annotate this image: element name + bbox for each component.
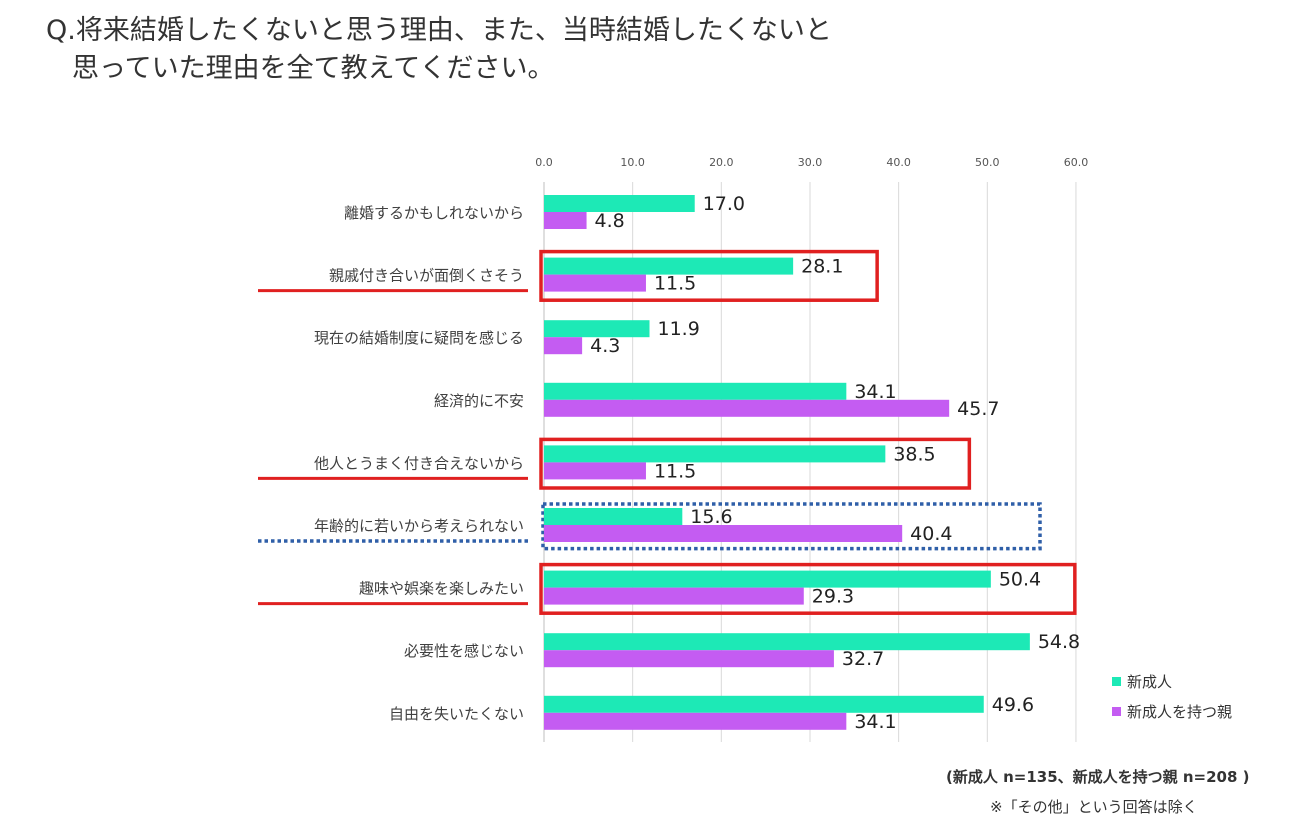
- chart-legend: 新成人 新成人を持つ親: [1112, 666, 1232, 726]
- highlight-box: [539, 562, 1077, 615]
- data-label-series-2: 29.3: [812, 586, 854, 608]
- data-label-series-2: 4.8: [595, 210, 625, 232]
- x-tick-label: 20.0: [709, 156, 734, 169]
- bar-series-2: [544, 650, 834, 668]
- bar-series-1: [544, 257, 794, 275]
- data-label-series-2: 11.5: [654, 460, 696, 482]
- x-tick-label: 50.0: [975, 156, 1000, 169]
- legend-label-series-1: 新成人: [1127, 672, 1173, 691]
- data-label-series-1: 11.9: [658, 318, 700, 340]
- sample-size-note: (新成人 n=135、新成人を持つ親 n=208 ): [946, 768, 1250, 786]
- data-label-series-1: 15.6: [690, 506, 732, 528]
- question-title: Q.将来結婚したくないと思う理由、また、当時結婚したくないと 思っていた理由を全…: [46, 12, 832, 88]
- x-tick-label: 60.0: [1064, 156, 1089, 169]
- x-tick-label: 0.0: [535, 156, 553, 169]
- category-label: 親戚付き合いが面倒くさそう: [329, 267, 524, 285]
- bar-series-2: [544, 212, 587, 229]
- category-label: 趣味や娯楽を楽しみたい: [359, 580, 524, 598]
- category-label: 経済的に不安: [434, 392, 524, 410]
- bar-series-1: [544, 382, 847, 400]
- data-label-series-1: 38.5: [893, 443, 935, 465]
- data-label-series-1: 17.0: [703, 193, 745, 215]
- data-label-series-1: 50.4: [999, 569, 1041, 591]
- data-label-series-2: 45.7: [957, 398, 999, 420]
- bar-series-1: [544, 695, 984, 713]
- category-label: 自由を失いたくない: [389, 705, 524, 723]
- bar-series-2: [544, 587, 804, 605]
- bar-series-1: [544, 195, 695, 212]
- bar-series-2: [544, 274, 646, 292]
- x-tick-label: 40.0: [886, 156, 911, 169]
- category-label: 必要性を感じない: [404, 642, 524, 660]
- bar-series-1: [544, 320, 650, 338]
- legend-item-series-1: 新成人: [1112, 666, 1232, 696]
- legend-swatch-series-1: [1112, 676, 1121, 686]
- category-label: 離婚するかもしれないから: [344, 204, 524, 222]
- data-label-series-2: 11.5: [654, 273, 696, 295]
- legend-label-series-2: 新成人を持つ親: [1127, 702, 1233, 721]
- highlight-box: [539, 249, 879, 302]
- bar-series-1: [544, 570, 991, 588]
- exclusion-note: ※「その他」という回答は除く: [990, 798, 1198, 816]
- bar-series-2: [544, 337, 583, 355]
- bar-series-2: [544, 525, 903, 542]
- bar-series-1: [544, 633, 1030, 651]
- bar-series-2: [544, 399, 950, 417]
- bar-series-2: [544, 462, 646, 480]
- bar-series-2: [544, 712, 847, 730]
- category-label: 他人とうまく付き合えないから: [314, 454, 524, 472]
- legend-item-series-2: 新成人を持つ親: [1112, 696, 1232, 726]
- data-label-series-1: 34.1: [854, 381, 896, 403]
- x-tick-label: 10.0: [620, 156, 645, 169]
- bar-series-1: [544, 508, 683, 525]
- highlight-box: [539, 437, 972, 490]
- data-label-series-1: 28.1: [801, 256, 843, 278]
- data-label-series-2: 34.1: [854, 711, 896, 733]
- data-label-series-2: 4.3: [590, 335, 620, 357]
- category-label: 年齢的に若いから考えられない: [314, 517, 524, 535]
- data-label-series-1: 49.6: [992, 694, 1034, 716]
- highlight-box-dotted: [541, 502, 1042, 551]
- legend-swatch-series-2: [1112, 706, 1121, 716]
- data-label-series-2: 32.7: [842, 648, 884, 670]
- question-line-1: Q.将来結婚したくないと思う理由、また、当時結婚したくないと: [46, 15, 832, 46]
- x-tick-label: 30.0: [798, 156, 823, 169]
- category-label: 現在の結婚制度に疑問を感じる: [314, 329, 524, 347]
- bar-series-1: [544, 445, 886, 463]
- question-line-2: 思っていた理由を全て教えてください。: [72, 53, 555, 84]
- data-label-series-2: 40.4: [910, 523, 952, 545]
- data-label-series-1: 54.8: [1038, 631, 1080, 653]
